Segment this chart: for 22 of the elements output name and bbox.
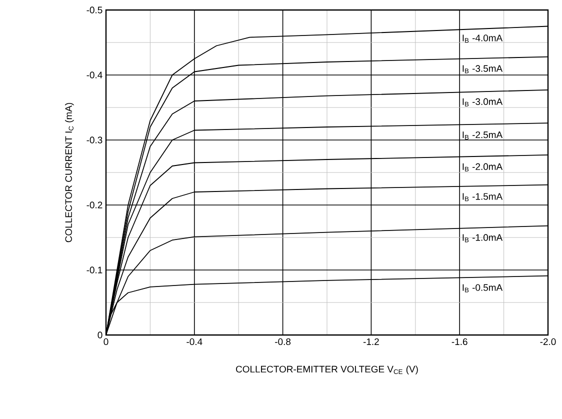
- y-tick-label: -0.2: [86, 202, 102, 208]
- x-axis-title: COLLECTOR-EMITTER VOLTEGE V$_{CE}$ (V): [236, 366, 418, 374]
- series-label: I$_{B}$ -2.0mA: [462, 163, 503, 172]
- series-label: I$_{B}$ -4.0mA: [462, 34, 503, 43]
- series-label: I$_{B}$ -3.0mA: [462, 98, 503, 106]
- x-tick-label: -2.0: [540, 338, 556, 346]
- series-label: I$_{B}$ -3.5mA: [462, 65, 503, 74]
- y-tick-label: -0.5: [86, 6, 102, 14]
- y-tick-label: -0.3: [86, 136, 102, 144]
- x-tick-label: 0: [104, 338, 108, 346]
- x-tick-label: -0.4: [186, 338, 202, 346]
- y-axis-title: COLLECTOR CURRENT I$_{C}$ (mA): [65, 102, 74, 242]
- y-tick-label: -0.1: [86, 266, 102, 274]
- series-label: I$_{B}$ -1.5mA: [462, 193, 503, 202]
- series-label: I$_{B}$ -1.0mA: [462, 234, 503, 242]
- series-label: I$_{B}$ -2.5mA: [462, 131, 503, 140]
- y-tick-label: -0.4: [86, 72, 102, 78]
- y-tick-label: 0: [98, 332, 102, 338]
- x-tick-label: -0.8: [275, 338, 291, 346]
- series-label: I$_{B}$ -0.5mA: [462, 284, 503, 292]
- x-tick-label: -1.2: [363, 338, 379, 345]
- x-tick-label: -1.6: [452, 338, 468, 346]
